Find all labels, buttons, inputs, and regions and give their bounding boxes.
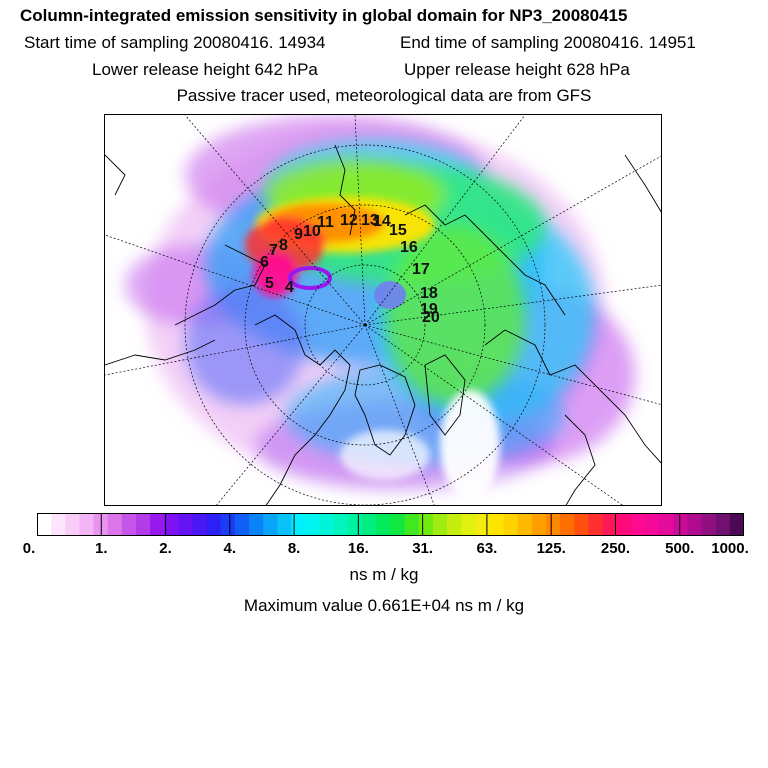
traj-point-12: 12 [340, 212, 358, 229]
colorbar-cell [687, 513, 703, 536]
colorbar-cell [79, 513, 95, 536]
units-label: ns m / kg [349, 565, 419, 584]
trajectory-labels: 4 5 6 7 8 9 10 11 12 13 14 15 16 17 18 1… [260, 212, 440, 326]
colorbar-tick-label: 250. [600, 540, 631, 557]
colorbar-cell [263, 513, 278, 536]
max-value-label: Maximum value 0.661E+04 ns m / kg [243, 596, 525, 615]
traj-point-9: 9 [294, 226, 303, 243]
colorbar-cell [305, 513, 321, 536]
colorbar-tick-label: 1. [95, 540, 108, 557]
colorbar-cell [150, 513, 165, 536]
colorbar-cell [220, 513, 236, 536]
plot-title: Column-integrated emission sensitivity i… [20, 6, 628, 25]
colorbar-cell [348, 513, 363, 536]
traj-point-4: 4 [285, 279, 294, 296]
colorbar-cell [376, 513, 392, 536]
traj-point-16: 16 [400, 239, 418, 256]
colorbar-cell [447, 513, 462, 536]
colorbar-cell [277, 513, 293, 536]
colorbar-cell [645, 513, 660, 536]
colorbar-cell [362, 513, 377, 536]
colorbar-tick-label: 1000. [711, 540, 749, 557]
colorbar-cell [701, 513, 717, 536]
colorbar [37, 513, 744, 536]
colorbar-cell [517, 513, 533, 536]
traj-point-6: 6 [260, 254, 269, 271]
colorbar-cell [390, 513, 406, 536]
traj-point-8: 8 [279, 237, 288, 254]
colorbar-tick-label: 2. [159, 540, 172, 557]
plume-core [245, 197, 435, 297]
traj-point-10: 10 [303, 223, 321, 240]
colorbar-tick-label: 8. [287, 540, 301, 557]
traj-point-14: 14 [373, 213, 391, 230]
traj-point-13: 13 [361, 212, 379, 229]
colorbar-cell [461, 513, 476, 536]
colorbar-cell [503, 513, 519, 536]
colorbar-cell [234, 513, 250, 536]
colorbar-cell [560, 513, 575, 536]
colorbar-cell [65, 513, 81, 536]
colorbar-cell [404, 513, 420, 536]
colorbar-tick-label: 31. [412, 540, 434, 557]
traj-point-7: 7 [269, 242, 278, 259]
colorbar-cell [659, 513, 674, 536]
traj-point-19: 19 [420, 301, 438, 318]
colorbar-cell [616, 513, 632, 536]
colorbar-cell [333, 513, 349, 536]
colorbar-cell [630, 513, 646, 536]
traj-point-20: 20 [422, 309, 440, 326]
colorbar-cell [418, 513, 434, 536]
colorbar-cell [164, 513, 179, 536]
colorbar-cell [432, 513, 448, 536]
traj-point-11: 11 [317, 214, 334, 231]
colorbar-tick-label: 63. [476, 540, 498, 557]
start-time-label: Start time of sampling 20080416. 14934 [24, 33, 326, 52]
colorbar-cell [489, 513, 505, 536]
colorbar-cell [475, 513, 491, 536]
traj-point-18: 18 [420, 285, 438, 302]
traj-point-5: 5 [265, 275, 274, 292]
colorbar-cell [135, 513, 151, 536]
colorbar-cell [178, 513, 194, 536]
colorbar-cell [291, 513, 307, 536]
colorbar-cell [249, 513, 264, 536]
colorbar-cell [37, 513, 52, 536]
colorbar-tick-label: 125. [536, 540, 566, 557]
tracer-note: Passive tracer used, meteorological data… [176, 86, 592, 105]
traj-point-15: 15 [389, 222, 407, 239]
colorbar-cell [546, 513, 561, 536]
colorbar-cell [107, 513, 123, 536]
colorbar-tick-label: 0. [22, 540, 36, 557]
colorbar-cell [121, 513, 137, 536]
colorbar-cell [673, 513, 689, 536]
coastlines [105, 144, 661, 505]
colorbar-cell [531, 513, 547, 536]
colorbar-tick-label: 4. [223, 540, 237, 557]
colorbar-cell [51, 513, 66, 536]
sensitivity-map: 4 5 6 7 8 9 10 11 12 13 14 15 16 17 18 1… [104, 114, 662, 506]
colorbar-cell [715, 513, 731, 536]
lower-height-label: Lower release height 642 hPa [92, 60, 318, 79]
colorbar-cell [588, 513, 604, 536]
colorbar-tick-label: 500. [665, 540, 695, 557]
colorbar-cell [574, 513, 590, 536]
colorbar-cell [319, 513, 335, 536]
graticule [105, 115, 661, 505]
colorbar-cell [206, 513, 222, 536]
end-time-label: End time of sampling 20080416. 14951 [400, 33, 696, 52]
traj-point-17: 17 [412, 261, 430, 278]
colorbar-cell [192, 513, 208, 536]
upper-height-label: Upper release height 628 hPa [404, 60, 630, 79]
colorbar-cell [729, 513, 744, 536]
colorbar-tick-label: 16. [347, 540, 369, 557]
colorbar-cell [602, 513, 618, 536]
